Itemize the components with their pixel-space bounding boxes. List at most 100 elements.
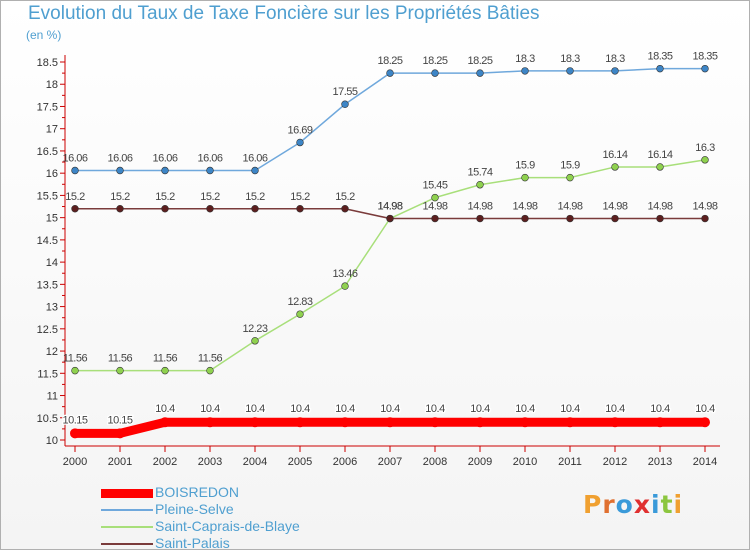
legend-swatch-saint-palais	[101, 543, 153, 545]
series-point-0	[655, 417, 665, 428]
data-label: 15.2	[245, 191, 265, 203]
y-tick-label: 11	[47, 391, 58, 403]
data-label: 18.3	[560, 53, 580, 65]
logo-letter: t	[660, 490, 674, 519]
y-tick-label: 13	[46, 302, 58, 314]
logo-letter: x	[633, 490, 651, 519]
data-label: 16.06	[107, 153, 132, 165]
series-point-3	[341, 205, 349, 213]
series-point-2	[431, 193, 439, 202]
series-point-2	[71, 366, 79, 375]
series-point-2	[116, 366, 124, 375]
series-point-0	[565, 417, 575, 428]
data-label: 10.4	[200, 403, 220, 415]
series-point-0	[295, 417, 305, 428]
series-point-1	[476, 69, 484, 77]
data-label: 10.4	[515, 403, 535, 415]
y-tick-label: 17.5	[37, 101, 58, 113]
x-tick-label: 2007	[378, 456, 402, 468]
series-point-0	[700, 417, 710, 428]
series-point-0	[610, 417, 620, 428]
data-label: 10.4	[425, 403, 445, 415]
data-label: 10.15	[62, 414, 87, 426]
series-point-0	[430, 417, 440, 428]
series-point-0	[160, 417, 170, 428]
x-tick-label: 2013	[648, 456, 672, 468]
x-tick-label: 2001	[108, 456, 132, 468]
y-tick-label: 14	[46, 257, 58, 269]
y-tick-label: 11.5	[37, 368, 58, 380]
data-label: 11.56	[63, 353, 88, 365]
legend-label-saint-palais: Saint-Palais	[155, 535, 230, 551]
x-tick-label: 2006	[333, 456, 357, 468]
series-point-3	[251, 205, 259, 213]
legend-label-saint-caprais: Saint-Caprais-de-Blaye	[155, 518, 300, 534]
series-point-0	[205, 417, 215, 428]
chart-subtitle: (en %)	[26, 28, 62, 42]
series-point-3	[116, 205, 124, 213]
data-label: 15.2	[290, 191, 310, 203]
series-point-2	[611, 163, 619, 171]
y-tick-label: 18.5	[37, 57, 58, 69]
logo-letter: r	[602, 490, 616, 519]
x-tick-label: 2009	[468, 456, 492, 468]
data-label: 14.98	[512, 201, 537, 213]
series-point-3	[656, 214, 664, 223]
x-tick-label: 2012	[603, 456, 627, 468]
series-point-1	[341, 100, 349, 108]
series-point-0	[385, 417, 395, 428]
data-label: 12.83	[287, 296, 312, 308]
data-label: 10.4	[290, 403, 310, 415]
legend-label-pleine-selve: Pleine-Selve	[155, 501, 234, 517]
series-point-2	[161, 366, 169, 375]
x-tick-label: 2000	[63, 456, 87, 468]
data-label: 10.15	[107, 414, 132, 426]
data-label: 10.4	[560, 403, 580, 415]
series-point-2	[656, 163, 664, 171]
data-label: 15.2	[155, 191, 175, 203]
series-point-3	[566, 214, 574, 223]
data-label: 13.46	[332, 268, 357, 280]
data-label: 10.4	[650, 403, 670, 415]
data-label: 15.2	[335, 191, 355, 203]
data-label: 15.74	[467, 167, 492, 179]
series-point-1	[611, 67, 619, 75]
series-point-1	[386, 69, 394, 77]
legend-swatch-pleine-selve	[101, 509, 153, 511]
x-tick-label: 2010	[513, 456, 537, 468]
data-label: 15.2	[65, 191, 85, 203]
series-point-2	[566, 173, 574, 182]
y-tick-label: 18	[46, 79, 58, 91]
data-label: 16.14	[602, 149, 627, 161]
x-tick-label: 2011	[558, 456, 582, 468]
data-label: 18.25	[422, 55, 447, 67]
data-label: 15.9	[560, 160, 580, 172]
legend-swatch-saint-caprais	[101, 526, 153, 528]
data-label: 11.56	[108, 353, 133, 365]
series-point-3	[71, 205, 79, 213]
data-label: 14.98	[647, 201, 672, 213]
series-point-1	[251, 166, 259, 175]
y-tick-label: 12	[46, 346, 58, 358]
series-point-3	[386, 214, 394, 223]
series-point-3	[296, 205, 304, 213]
series-point-3	[431, 214, 439, 223]
data-label: 15.9	[515, 160, 535, 172]
logo-letter: P	[583, 490, 603, 519]
series-point-2	[521, 173, 529, 182]
y-tick-label: 16.5	[37, 146, 58, 158]
y-tick-label: 10	[46, 435, 58, 447]
y-tick-label: 12.5	[37, 324, 58, 336]
logo-letter: o	[615, 490, 634, 519]
data-label: 11.56	[198, 353, 223, 365]
y-tick-label: 17	[46, 124, 58, 136]
data-label: 14.98	[692, 201, 717, 213]
proxiti-logo: Proxiti	[583, 490, 683, 519]
series-point-1	[116, 166, 124, 175]
data-label: 18.35	[647, 51, 672, 63]
series-point-1	[161, 166, 169, 175]
data-label: 18.35	[692, 51, 717, 63]
series-point-3	[161, 205, 169, 213]
data-label: 10.4	[335, 403, 355, 415]
